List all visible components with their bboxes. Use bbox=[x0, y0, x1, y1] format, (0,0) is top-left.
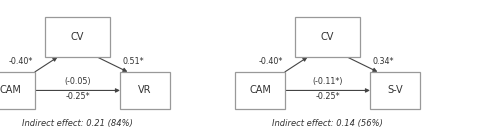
Text: -0.25*: -0.25* bbox=[65, 92, 90, 101]
FancyBboxPatch shape bbox=[120, 72, 170, 109]
Text: (-0.05): (-0.05) bbox=[64, 77, 91, 86]
Text: (-0.11*): (-0.11*) bbox=[312, 77, 343, 86]
Text: CV: CV bbox=[71, 32, 84, 42]
Text: 0.34*: 0.34* bbox=[372, 57, 394, 66]
Text: -0.40*: -0.40* bbox=[258, 57, 282, 66]
Text: -0.40*: -0.40* bbox=[8, 57, 32, 66]
FancyBboxPatch shape bbox=[45, 17, 110, 57]
Text: CAM: CAM bbox=[0, 85, 21, 95]
FancyBboxPatch shape bbox=[295, 17, 360, 57]
Text: 0.51*: 0.51* bbox=[122, 57, 144, 66]
Text: Indirect effect: 0.21 (84%): Indirect effect: 0.21 (84%) bbox=[22, 119, 133, 128]
FancyBboxPatch shape bbox=[235, 72, 285, 109]
Text: -0.25*: -0.25* bbox=[315, 92, 340, 101]
Text: CV: CV bbox=[321, 32, 334, 42]
Text: S-V: S-V bbox=[387, 85, 403, 95]
Text: VR: VR bbox=[138, 85, 152, 95]
Text: CAM: CAM bbox=[249, 85, 271, 95]
FancyBboxPatch shape bbox=[370, 72, 420, 109]
FancyBboxPatch shape bbox=[0, 72, 35, 109]
Text: Indirect effect: 0.14 (56%): Indirect effect: 0.14 (56%) bbox=[272, 119, 383, 128]
